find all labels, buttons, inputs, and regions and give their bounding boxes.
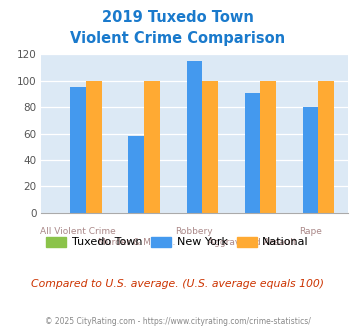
Legend: Tuxedo Town, New York, National: Tuxedo Town, New York, National	[42, 232, 313, 252]
Text: Aggravated Assault: Aggravated Assault	[208, 238, 297, 247]
Bar	[245, 93, 260, 213]
Text: Violent Crime Comparison: Violent Crime Comparison	[70, 31, 285, 46]
Text: All Violent Crime: All Violent Crime	[40, 227, 116, 236]
Text: 2019 Tuxedo Town: 2019 Tuxedo Town	[102, 10, 253, 25]
Text: © 2025 CityRating.com - https://www.cityrating.com/crime-statistics/: © 2025 CityRating.com - https://www.city…	[45, 317, 310, 326]
Bar	[318, 81, 334, 213]
Bar	[186, 61, 202, 213]
Bar	[144, 81, 160, 213]
Bar	[202, 81, 218, 213]
Bar	[302, 107, 318, 213]
Bar	[129, 136, 144, 213]
Bar	[70, 87, 86, 213]
Bar	[86, 81, 102, 213]
Text: Compared to U.S. average. (U.S. average equals 100): Compared to U.S. average. (U.S. average …	[31, 279, 324, 289]
Text: Murder & Mans...: Murder & Mans...	[98, 238, 175, 247]
Text: Rape: Rape	[299, 227, 322, 236]
Text: Robbery: Robbery	[176, 227, 213, 236]
Bar	[260, 81, 276, 213]
